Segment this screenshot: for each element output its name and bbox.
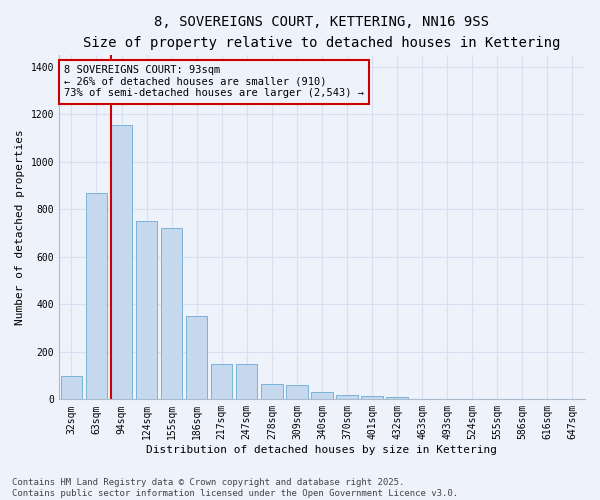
Bar — [211, 364, 232, 400]
Bar — [337, 394, 358, 400]
Bar — [136, 221, 157, 400]
Bar — [261, 384, 283, 400]
Bar — [161, 228, 182, 400]
Bar — [111, 125, 132, 400]
Bar — [236, 364, 257, 400]
Bar — [412, 398, 433, 400]
Bar — [61, 376, 82, 400]
Bar — [361, 396, 383, 400]
Y-axis label: Number of detached properties: Number of detached properties — [15, 130, 25, 325]
Title: 8, SOVEREIGNS COURT, KETTERING, NN16 9SS
Size of property relative to detached h: 8, SOVEREIGNS COURT, KETTERING, NN16 9SS… — [83, 15, 560, 50]
X-axis label: Distribution of detached houses by size in Kettering: Distribution of detached houses by size … — [146, 445, 497, 455]
Text: 8 SOVEREIGNS COURT: 93sqm
← 26% of detached houses are smaller (910)
73% of semi: 8 SOVEREIGNS COURT: 93sqm ← 26% of detac… — [64, 66, 364, 98]
Bar — [386, 398, 408, 400]
Text: Contains HM Land Registry data © Crown copyright and database right 2025.
Contai: Contains HM Land Registry data © Crown c… — [12, 478, 458, 498]
Bar — [186, 316, 208, 400]
Bar — [86, 192, 107, 400]
Bar — [286, 385, 308, 400]
Bar — [311, 392, 332, 400]
